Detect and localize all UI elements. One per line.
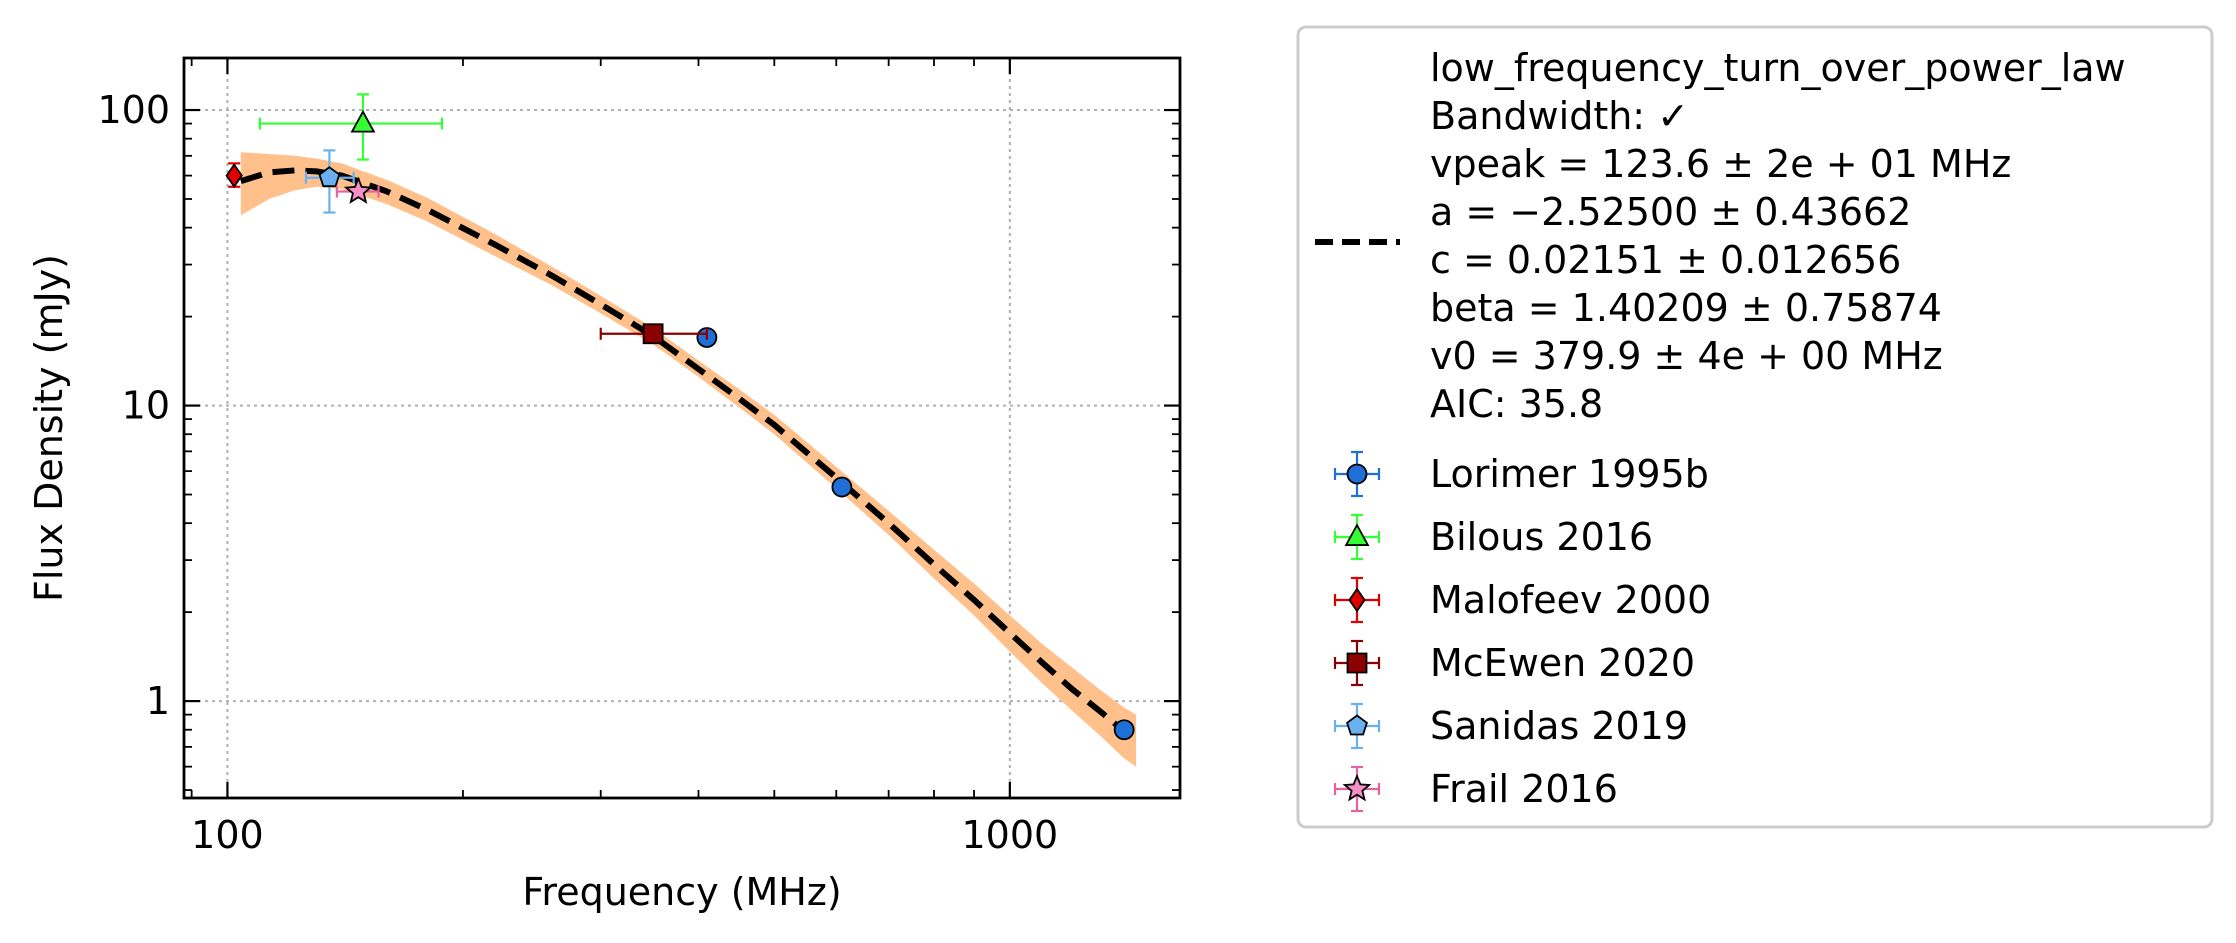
legend-fit-line: v0 = 379.9 ± 4e + 00 MHz	[1430, 334, 1943, 378]
fit-uncertainty-band	[240, 152, 1137, 767]
series-bilous-2016	[258, 93, 444, 161]
y-tick-label: 10	[122, 384, 170, 428]
y-axis-title: Flux Density (mJy)	[27, 254, 71, 602]
legend-marker	[1346, 652, 1368, 674]
plot-frame	[182, 56, 1182, 800]
data-marker	[318, 166, 341, 188]
series-malofeev-2000	[225, 162, 243, 189]
legend-fit-line: low_frequency_turn_over_power_law	[1430, 46, 2126, 90]
series-sanidas-2019	[304, 149, 355, 214]
legend-entry: Bilous 2016	[1333, 513, 1653, 561]
legend-marker	[1346, 463, 1368, 485]
series-mcewen-2020	[599, 323, 708, 345]
legend-marker	[1344, 523, 1370, 546]
data-point	[225, 162, 243, 189]
data-points	[225, 93, 1135, 741]
data-marker	[350, 109, 376, 133]
data-point	[1113, 719, 1135, 741]
grid-lines	[184, 58, 1180, 798]
legend-label: Bilous 2016	[1430, 515, 1653, 559]
legend-entry: McEwen 2020	[1333, 639, 1695, 687]
fit-curve	[239, 167, 1138, 743]
legend-entry: Sanidas 2019	[1333, 702, 1688, 750]
legend: low_frequency_turn_over_power_lawBandwid…	[1296, 25, 2214, 829]
legend-fit-line: vpeak = 123.6 ± 2e + 01 MHz	[1430, 142, 2011, 186]
fit-line	[239, 167, 1138, 743]
legend-label: McEwen 2020	[1430, 641, 1695, 685]
data-point	[304, 149, 355, 214]
data-point	[831, 476, 853, 498]
legend-entry: Frail 2016	[1333, 765, 1618, 813]
data-marker	[343, 176, 373, 204]
legend-label: Sanidas 2019	[1430, 704, 1688, 748]
legend-label: Malofeev 2000	[1430, 578, 1711, 622]
legend-marker	[1342, 773, 1372, 802]
series-frail-2016	[335, 176, 380, 204]
legend-marker	[1348, 587, 1366, 613]
legend-fit-line: Bandwidth: ✓	[1430, 94, 1689, 138]
x-axis-title: Frequency (MHz)	[522, 870, 841, 914]
data-point	[258, 93, 444, 161]
legend-entry-fit: low_frequency_turn_over_power_lawBandwid…	[1315, 46, 2126, 426]
y-tick-label: 1	[146, 679, 170, 723]
legend-marker	[1346, 714, 1368, 736]
legend-fit-line: c = 0.02151 ± 0.012656	[1430, 238, 1901, 282]
data-marker	[1113, 719, 1135, 741]
legend-frame	[1296, 25, 2214, 829]
x-tick-label: 1000	[961, 813, 1058, 857]
fit-band-area	[240, 152, 1137, 767]
legend-entry: Lorimer 1995b	[1333, 450, 1709, 498]
legend-entry: Malofeev 2000	[1333, 576, 1711, 624]
legend-label: Lorimer 1995b	[1430, 452, 1709, 496]
data-marker	[831, 476, 853, 498]
legend-label: Frail 2016	[1430, 767, 1618, 811]
y-tick-label: 100	[97, 88, 170, 132]
data-point	[599, 323, 708, 345]
data-marker	[642, 323, 664, 345]
legend-fit-line: beta = 1.40209 ± 0.75874	[1430, 286, 1942, 330]
axes: 100 1000 1 10 100	[97, 56, 1182, 857]
data-point	[335, 176, 380, 204]
legend-fit-line: a = −2.52500 ± 0.43662	[1430, 190, 1911, 234]
legend-fit-line: AIC: 35.8	[1430, 382, 1603, 426]
x-tick-label: 100	[191, 813, 264, 857]
data-marker	[225, 163, 243, 189]
